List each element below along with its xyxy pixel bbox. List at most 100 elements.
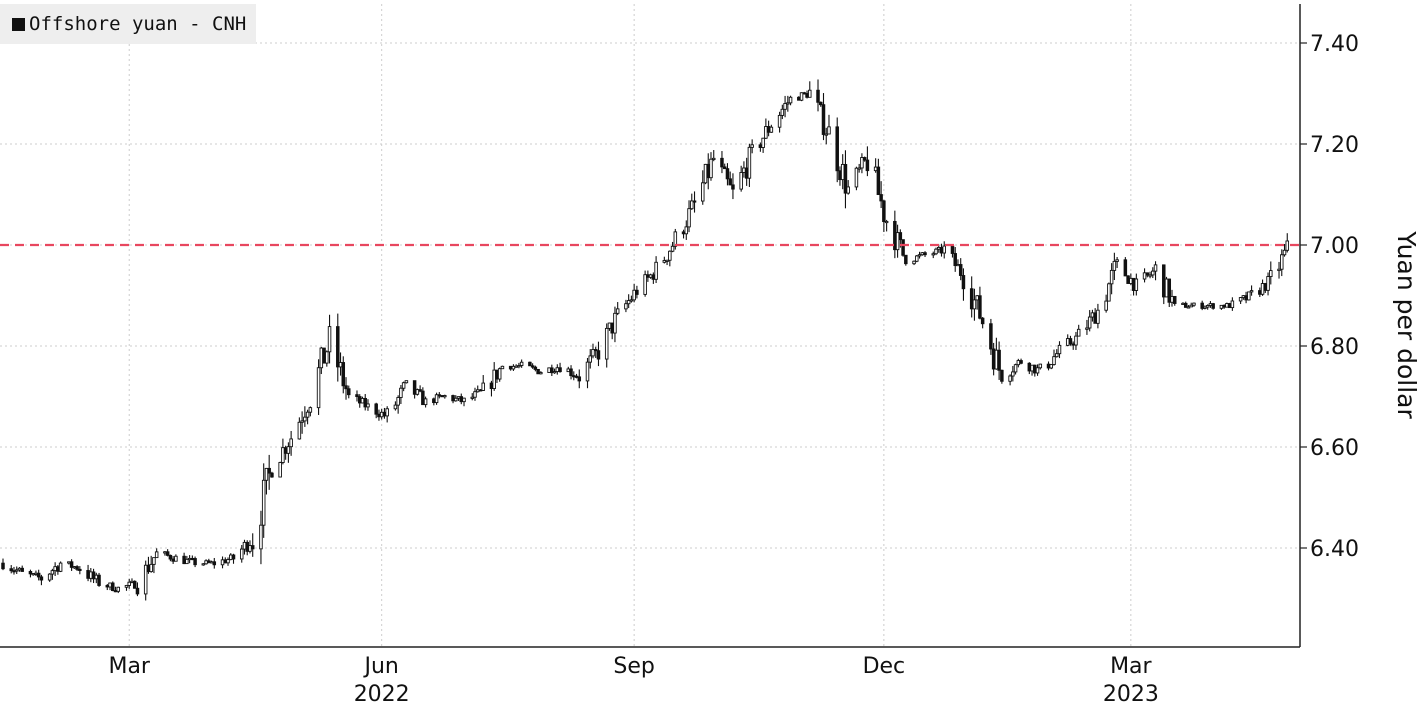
candle — [248, 540, 252, 554]
candle — [451, 394, 455, 404]
candle-body — [1035, 367, 1040, 374]
candle-body — [706, 163, 710, 179]
candle-body — [1280, 254, 1284, 270]
candle-body — [316, 367, 321, 409]
candle-body — [777, 114, 782, 128]
candle — [613, 306, 617, 343]
candle-body — [1227, 303, 1232, 309]
candle-body — [270, 472, 274, 478]
candle — [846, 180, 850, 195]
candle-body — [1153, 264, 1158, 272]
candle — [127, 578, 131, 589]
candle — [1000, 369, 1004, 384]
candle-body — [701, 182, 705, 202]
candle — [231, 553, 236, 564]
candle — [72, 565, 77, 569]
candle — [1054, 349, 1059, 358]
candle — [764, 118, 768, 140]
candle-body — [1115, 259, 1119, 262]
candle-body — [434, 394, 439, 404]
candle-body — [108, 582, 112, 588]
candle-body — [687, 208, 691, 228]
candle-body — [1167, 278, 1172, 303]
candle-body — [876, 166, 881, 196]
candle-body — [514, 365, 518, 368]
candle-body — [835, 126, 839, 172]
candle — [514, 364, 518, 368]
candle-body — [47, 573, 52, 581]
candle — [1057, 341, 1062, 359]
candle-body — [124, 584, 129, 588]
y-tick-label: 6.60 — [1310, 436, 1359, 461]
candle — [991, 342, 996, 376]
candle — [374, 402, 378, 419]
candle-body — [593, 349, 598, 352]
candle-body — [456, 396, 461, 399]
candle-body — [226, 559, 230, 564]
candle — [1170, 289, 1174, 307]
candle-body — [873, 166, 878, 172]
candle-body — [1011, 371, 1015, 377]
candle-body — [519, 361, 524, 366]
candle — [229, 553, 233, 561]
candle-body — [596, 350, 601, 360]
candle — [843, 150, 848, 209]
candle-body — [481, 382, 485, 391]
candle-body — [1238, 297, 1243, 302]
candle-body — [94, 574, 99, 580]
candle-body — [451, 395, 455, 402]
candle — [797, 96, 801, 101]
candle — [17, 567, 22, 572]
candle — [997, 341, 1001, 380]
candle-body — [654, 261, 658, 280]
candle — [204, 559, 208, 565]
candle-body — [31, 573, 35, 576]
candle — [577, 369, 582, 389]
candle-body — [34, 572, 38, 575]
candle-body — [703, 163, 708, 184]
candle-body — [1126, 275, 1130, 284]
candle — [379, 408, 384, 420]
candle-body — [1049, 364, 1054, 369]
candle-body — [1200, 302, 1204, 309]
candle-body — [969, 288, 974, 310]
candle — [67, 561, 71, 565]
candle — [1167, 278, 1172, 308]
candle — [591, 343, 595, 359]
candle-body — [1019, 360, 1023, 364]
candle-body — [1162, 264, 1166, 298]
candle-body — [648, 274, 653, 278]
candle — [629, 295, 634, 303]
candle-body — [187, 557, 192, 561]
candle — [242, 539, 247, 555]
candle — [777, 111, 782, 133]
candle-body — [764, 126, 768, 139]
candle-body — [1181, 302, 1185, 306]
candle — [113, 586, 118, 593]
candle-body — [799, 92, 804, 101]
candle-body — [788, 96, 793, 104]
candle — [478, 389, 483, 392]
candle — [547, 367, 551, 373]
candle — [130, 578, 134, 584]
candle — [1087, 310, 1092, 332]
candle — [895, 224, 900, 258]
candle-body — [500, 365, 505, 370]
candle-body — [261, 479, 266, 526]
candle — [786, 95, 790, 112]
x-tick-label: Sep — [613, 654, 654, 679]
candle-body — [300, 420, 304, 423]
candle — [1244, 291, 1248, 304]
candle — [355, 390, 359, 402]
candle — [105, 583, 110, 591]
candle — [1260, 279, 1265, 296]
candle-body — [857, 167, 861, 170]
candle-body — [9, 568, 13, 572]
candle-body — [805, 93, 809, 98]
candle — [1090, 309, 1095, 322]
candle-body — [972, 299, 977, 310]
candle-body — [423, 398, 428, 406]
candle — [1013, 363, 1018, 375]
candle-body — [412, 380, 417, 395]
candle-body — [97, 574, 101, 586]
